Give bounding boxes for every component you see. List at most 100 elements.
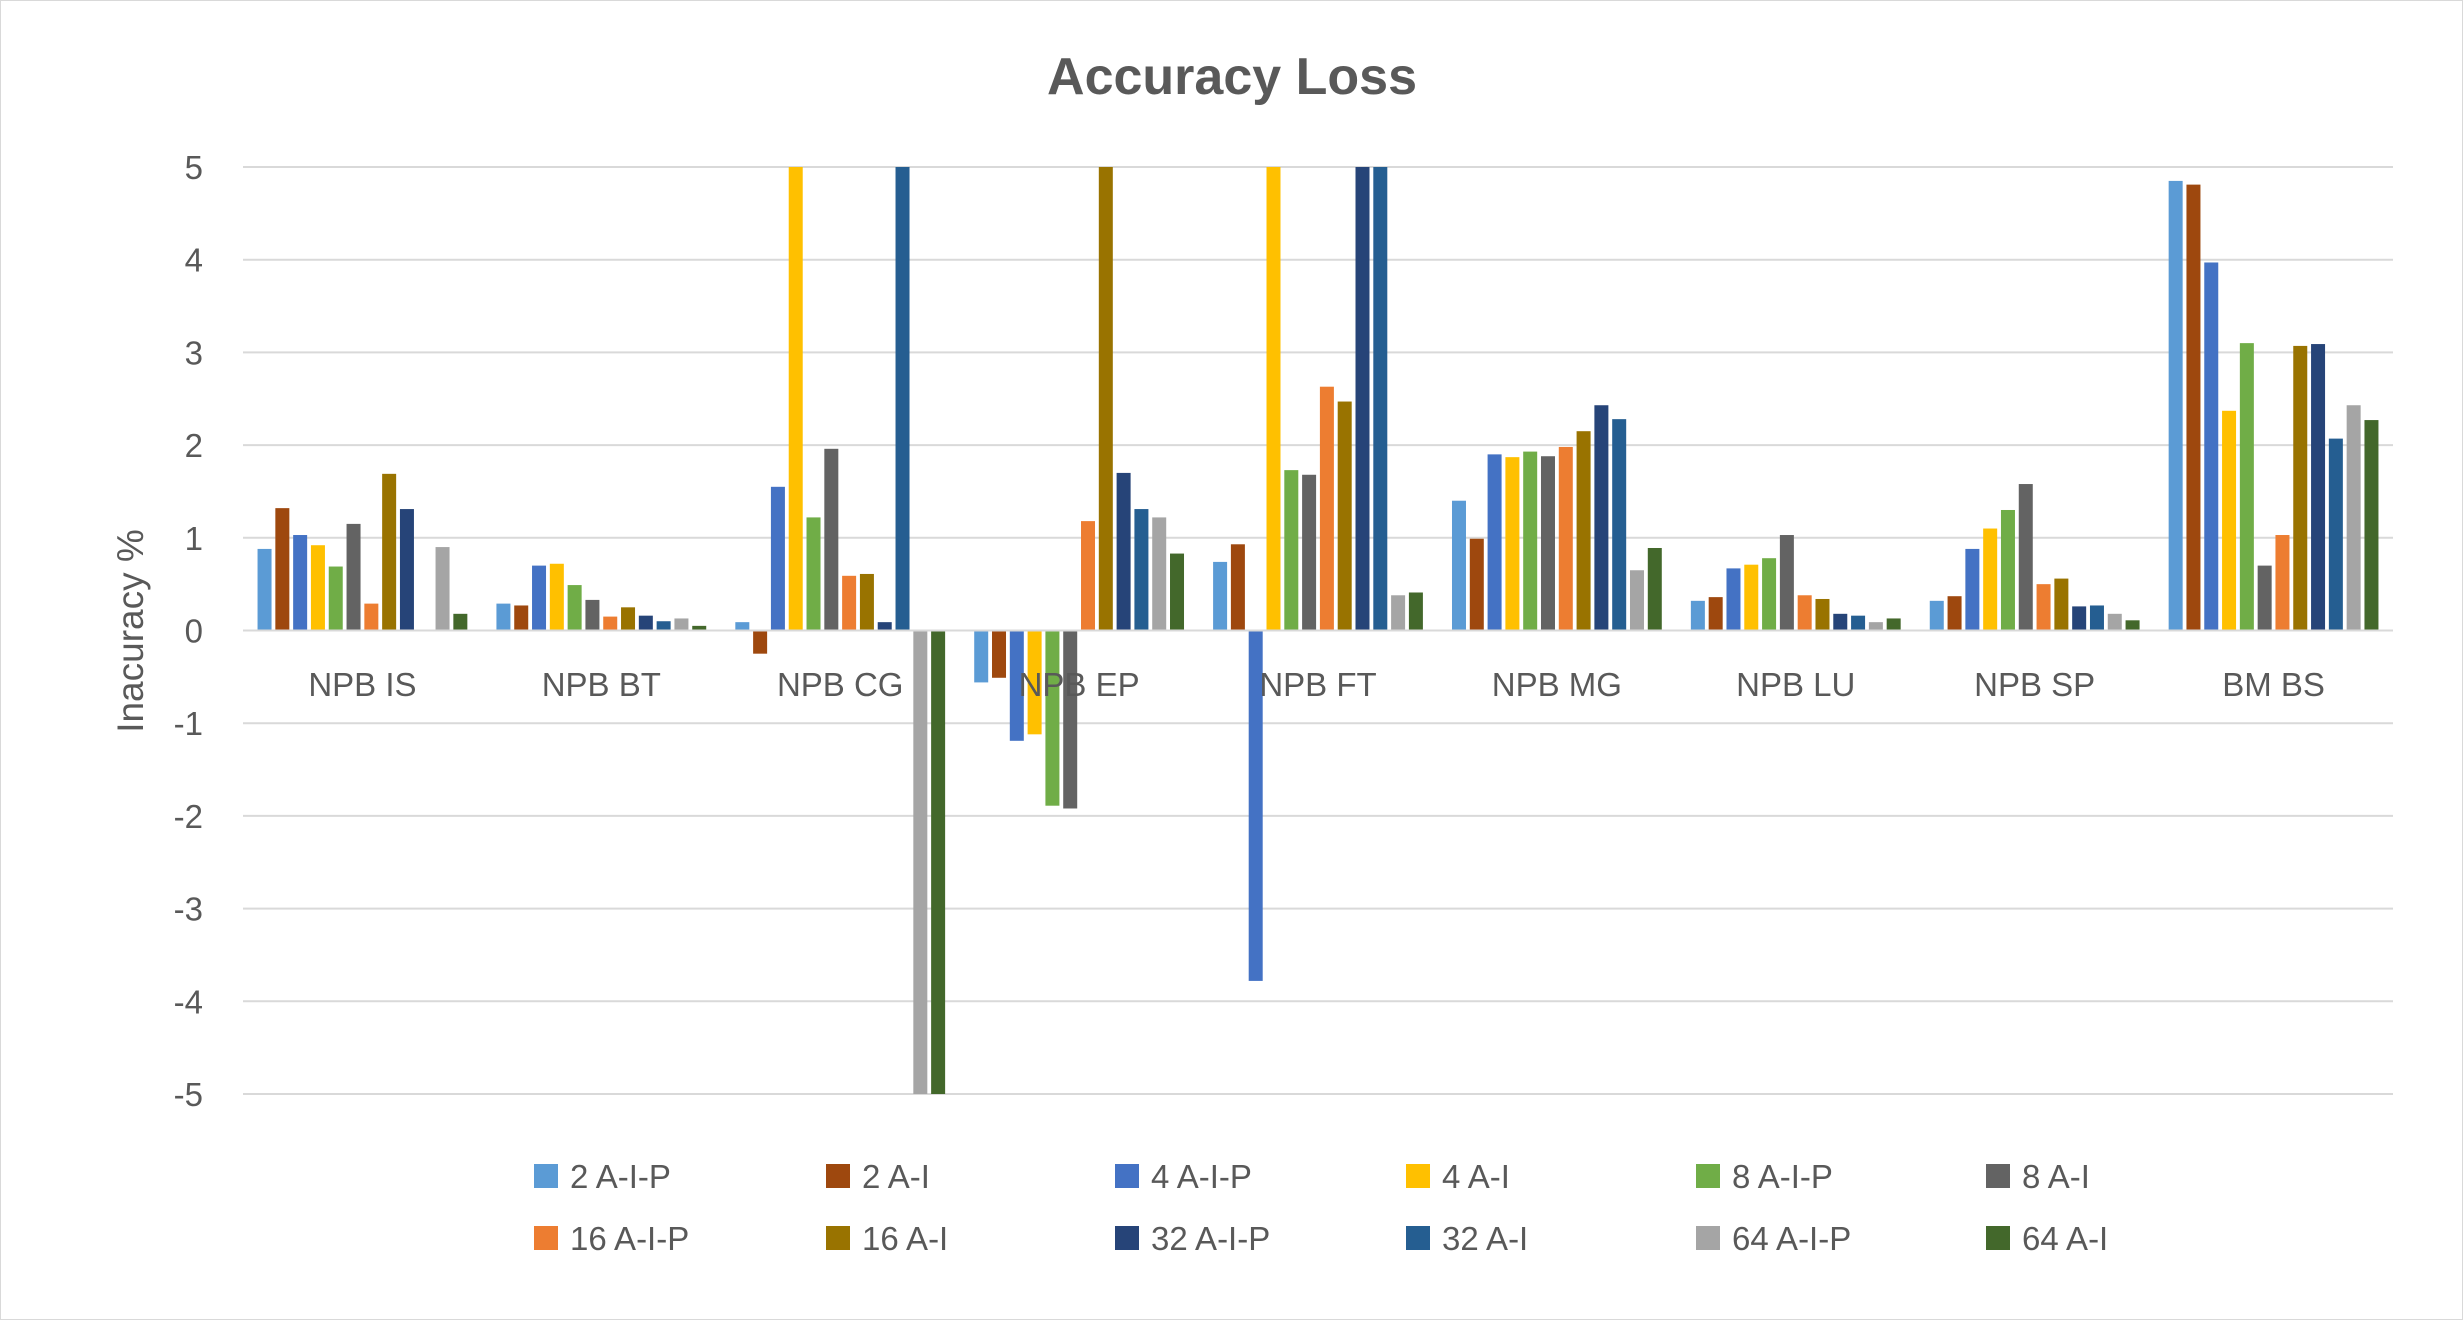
bar [1523, 452, 1537, 631]
bar [1152, 517, 1166, 630]
legend-label: 64 A-I-P [1732, 1220, 1851, 1257]
category-label: NPB BT [542, 666, 661, 703]
bar [974, 631, 988, 683]
bar [1117, 473, 1131, 631]
bar [860, 574, 874, 631]
bar [2169, 181, 2183, 631]
legend-label: 8 A-I-P [1732, 1158, 1833, 1195]
category-label: NPB EP [1019, 666, 1140, 703]
legend-item: 16 A-I [826, 1220, 948, 1257]
bar [1559, 447, 1573, 631]
bar [1409, 592, 1423, 630]
bar [1594, 405, 1608, 630]
bar [1744, 565, 1758, 631]
bar [2364, 420, 2378, 630]
bar [1320, 387, 1334, 631]
legend-swatch [1406, 1164, 1430, 1188]
bar [824, 449, 838, 631]
bar [585, 600, 599, 631]
legend-swatch [1115, 1226, 1139, 1250]
bar [1612, 419, 1626, 630]
bar [2293, 346, 2307, 631]
legend-swatch [1986, 1226, 2010, 1250]
legend-label: 32 A-I-P [1151, 1220, 1270, 1257]
legend-swatch [1696, 1226, 1720, 1250]
bar [2126, 620, 2140, 630]
legend-item: 32 A-I-P [1115, 1220, 1270, 1257]
y-tick-label: -5 [174, 1076, 203, 1113]
bar [992, 631, 1006, 678]
bar [532, 566, 546, 631]
bar [1505, 457, 1519, 630]
bar [931, 631, 945, 1095]
bar [2054, 579, 2068, 631]
legend-swatch [534, 1226, 558, 1250]
legend-label: 16 A-I [862, 1220, 948, 1257]
y-tick-label: 2 [185, 427, 203, 464]
y-tick-label: 5 [185, 149, 203, 186]
y-tick-label: -1 [174, 705, 203, 742]
bar [771, 487, 785, 631]
bar [1869, 622, 1883, 630]
y-tick-label: -3 [174, 891, 203, 928]
bar [1726, 568, 1740, 630]
legend-item: 4 A-I [1406, 1158, 1510, 1195]
bar [621, 607, 635, 630]
category-label: NPB LU [1736, 666, 1855, 703]
bar [1099, 167, 1113, 631]
bar [1887, 618, 1901, 630]
bar [807, 517, 821, 630]
bar [789, 167, 803, 631]
bar [2001, 510, 2015, 631]
legend-item: 16 A-I-P [534, 1220, 689, 1257]
bar [842, 576, 856, 631]
y-tick-label: 0 [185, 613, 203, 650]
legend-item: 64 A-I-P [1696, 1220, 1851, 1257]
legend-swatch [534, 1164, 558, 1188]
bar [1338, 402, 1352, 631]
bar [1762, 558, 1776, 630]
bar [2108, 614, 2122, 631]
y-tick-label: 1 [185, 520, 203, 557]
bar [293, 535, 307, 630]
legend-label: 8 A-I [2022, 1158, 2090, 1195]
bar [568, 585, 582, 630]
bar [878, 622, 892, 630]
bar [1709, 597, 1723, 630]
legend-swatch [826, 1164, 850, 1188]
bar [400, 509, 414, 630]
legend-item: 8 A-I-P [1696, 1158, 1833, 1195]
bar [735, 622, 749, 630]
legend-label: 4 A-I [1442, 1158, 1510, 1195]
bar [639, 616, 653, 631]
bar [603, 617, 617, 631]
bar [1284, 470, 1298, 630]
bar [2258, 566, 2272, 631]
bar [1780, 535, 1794, 630]
y-tick-label: 4 [185, 242, 203, 279]
bar [1213, 562, 1227, 631]
bar [2186, 185, 2200, 631]
bar [382, 474, 396, 631]
category-label: NPB MG [1492, 666, 1622, 703]
bar [1302, 475, 1316, 631]
bar [1691, 601, 1705, 631]
legend-item: 64 A-I [1986, 1220, 2108, 1257]
bar [2204, 262, 2218, 630]
bar [2329, 439, 2343, 631]
bar [2347, 405, 2361, 630]
bar [2275, 535, 2289, 630]
legend-item: 2 A-I-P [534, 1158, 671, 1195]
bar [2037, 584, 2051, 630]
category-label: NPB CG [777, 666, 904, 703]
bar [896, 167, 910, 631]
legend-label: 2 A-I-P [570, 1158, 671, 1195]
bar [1134, 509, 1148, 630]
bar [2240, 343, 2254, 630]
chart-title: Accuracy Loss [1047, 48, 1417, 106]
bar [1948, 596, 1962, 630]
bar [1648, 548, 1662, 631]
